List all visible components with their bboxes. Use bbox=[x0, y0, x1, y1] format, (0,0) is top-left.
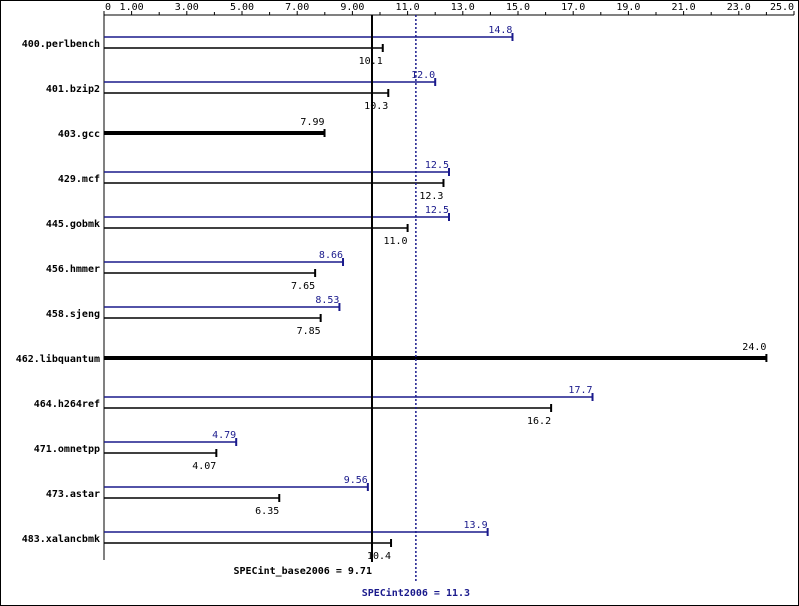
benchmark-label: 464.h264ref bbox=[34, 399, 100, 410]
value-label: 10.1 bbox=[359, 56, 383, 67]
benchmark-label: 483.xalancbmk bbox=[22, 534, 100, 545]
value-label: 14.8 bbox=[488, 25, 512, 36]
value-label: 13.9 bbox=[464, 520, 488, 531]
value-label: 7.85 bbox=[297, 326, 321, 337]
x-tick-label: 11.0 bbox=[396, 2, 420, 13]
value-label: 12.5 bbox=[425, 205, 449, 216]
value-label: 9.56 bbox=[344, 475, 368, 486]
value-label: 24.0 bbox=[742, 342, 766, 353]
x-tick-label: 7.00 bbox=[285, 2, 309, 13]
benchmark-label: 471.omnetpp bbox=[34, 444, 100, 455]
benchmark-label: 462.libquantum bbox=[16, 353, 100, 365]
x-tick-label: 23.0 bbox=[727, 2, 751, 13]
x-tick-label: 13.0 bbox=[451, 2, 475, 13]
value-label: 4.79 bbox=[212, 430, 236, 441]
x-tick-label: 15.0 bbox=[506, 2, 530, 13]
value-label: 10.3 bbox=[364, 101, 388, 112]
x-tick-label: 0 bbox=[105, 2, 111, 13]
x-tick-label: 21.0 bbox=[672, 2, 696, 13]
value-label: 11.0 bbox=[384, 236, 408, 247]
x-tick-label: 25.0 bbox=[770, 2, 794, 13]
benchmark-label: 429.mcf bbox=[58, 174, 100, 185]
benchmark-label: 400.perlbench bbox=[22, 39, 100, 50]
benchmark-label: 445.gobmk bbox=[46, 219, 100, 230]
x-tick-label: 3.00 bbox=[175, 2, 199, 13]
x-tick-label: 5.00 bbox=[230, 2, 254, 13]
value-label: 16.2 bbox=[527, 416, 551, 427]
value-label: 4.07 bbox=[192, 461, 216, 472]
value-label: 12.0 bbox=[411, 70, 435, 81]
x-tick-label: 1.00 bbox=[120, 2, 144, 13]
benchmark-label: 401.bzip2 bbox=[46, 83, 100, 95]
x-tick-label: 19.0 bbox=[616, 2, 640, 13]
value-label: 8.53 bbox=[315, 295, 339, 306]
reference-label: SPECint_base2006 = 9.71 bbox=[234, 565, 372, 577]
value-label: 10.4 bbox=[367, 551, 391, 562]
value-label: 6.35 bbox=[255, 506, 279, 517]
benchmark-label: 473.astar bbox=[46, 489, 100, 500]
value-label: 7.65 bbox=[291, 281, 315, 292]
x-tick-label: 9.00 bbox=[340, 2, 364, 13]
value-label: 17.7 bbox=[568, 385, 592, 396]
value-label: 12.3 bbox=[419, 191, 443, 202]
x-tick-label: 17.0 bbox=[561, 2, 585, 13]
reference-label: SPECint2006 = 11.3 bbox=[362, 587, 470, 599]
benchmark-label: 403.gcc bbox=[58, 129, 100, 140]
value-label: 12.5 bbox=[425, 160, 449, 171]
benchmark-label: 458.sjeng bbox=[46, 308, 100, 320]
value-label: 8.66 bbox=[319, 250, 343, 261]
value-label: 7.99 bbox=[300, 117, 324, 128]
benchmark-label: 456.hmmer bbox=[46, 264, 100, 275]
